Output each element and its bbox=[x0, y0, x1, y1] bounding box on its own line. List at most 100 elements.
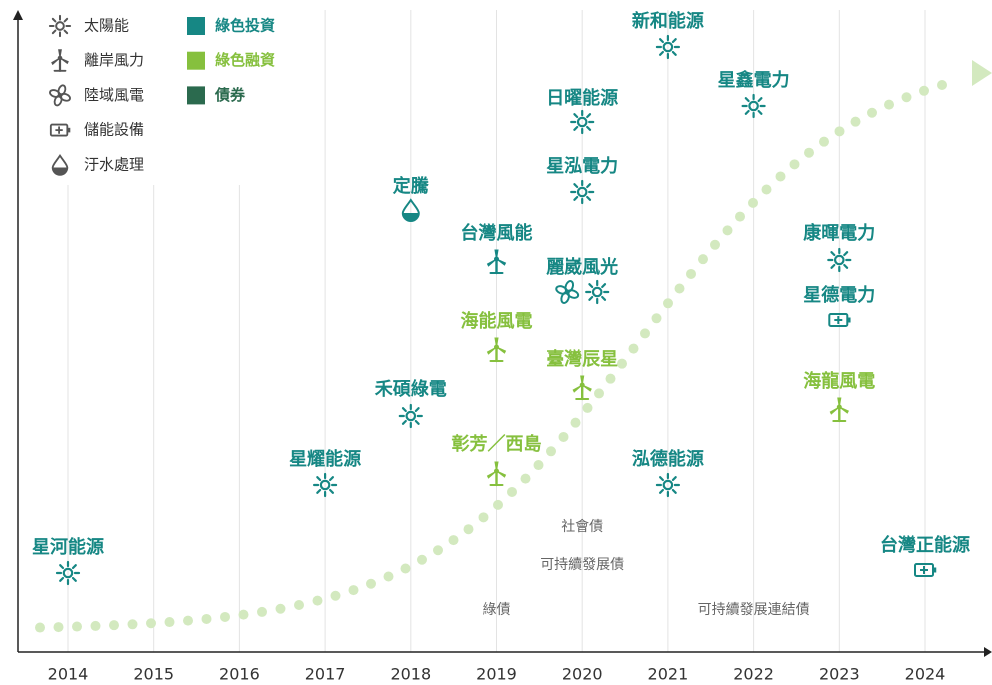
curve-dot bbox=[582, 402, 593, 413]
legend-label: 太陽能 bbox=[84, 17, 129, 35]
curve-dot bbox=[400, 563, 411, 574]
project-name: 定騰 bbox=[393, 175, 429, 197]
curve-dot bbox=[520, 473, 531, 484]
curve-dot bbox=[294, 599, 304, 610]
year-label: 2022 bbox=[733, 665, 774, 684]
curve-dot bbox=[850, 116, 861, 127]
curve-dot bbox=[710, 239, 720, 250]
curve-dot bbox=[546, 446, 556, 457]
curve-dot bbox=[628, 343, 639, 354]
project-name: 禾碩綠電 bbox=[375, 378, 447, 400]
curve-dot bbox=[383, 571, 394, 582]
curve-dot bbox=[90, 620, 101, 631]
curve-dot bbox=[53, 622, 64, 633]
project-name: 新和能源 bbox=[632, 10, 704, 32]
legend-label: 儲能設備 bbox=[84, 121, 144, 139]
project-name: 日曜能源 bbox=[546, 87, 618, 109]
curve-dot bbox=[674, 283, 685, 294]
curve-dot bbox=[698, 254, 708, 265]
curve-dot bbox=[663, 298, 673, 309]
year-label: 2024 bbox=[905, 665, 946, 684]
curve-dot bbox=[735, 211, 745, 222]
curve-dot bbox=[220, 611, 230, 622]
year-label: 2019 bbox=[476, 665, 517, 684]
icon-offshore bbox=[829, 396, 850, 423]
year-label: 2020 bbox=[562, 665, 603, 684]
legend-label: 陸域風電 bbox=[84, 86, 144, 104]
project-name: 星耀能源 bbox=[289, 448, 361, 470]
curve-dot bbox=[257, 606, 267, 617]
legend-label: 汙水處理 bbox=[84, 155, 144, 173]
curve-dot bbox=[605, 373, 616, 384]
curve-dot bbox=[834, 126, 845, 137]
project-name: 台灣風能 bbox=[461, 222, 533, 244]
project-name: 彰芳／西島 bbox=[452, 433, 542, 455]
project-name: 星泓電力 bbox=[546, 155, 618, 177]
year-label: 2023 bbox=[819, 665, 860, 684]
legend-background bbox=[20, 0, 310, 185]
year-label: 2017 bbox=[305, 665, 346, 684]
curve-dot bbox=[617, 358, 627, 369]
curve-dot bbox=[348, 585, 359, 596]
icon-offshore bbox=[486, 460, 507, 487]
curve-dot bbox=[761, 184, 772, 195]
bond-label: 可持續發展債 bbox=[540, 557, 624, 573]
project-name: 海龍風電 bbox=[803, 370, 875, 392]
curve-dot bbox=[651, 313, 662, 324]
curve-dot bbox=[201, 613, 212, 624]
legend-label: 離岸風力 bbox=[84, 51, 144, 69]
icon-offshore bbox=[572, 374, 593, 401]
curve-dot bbox=[463, 524, 474, 535]
curve-dot bbox=[775, 171, 786, 182]
y-axis-arrow bbox=[13, 10, 23, 20]
legend-label: 綠色投資 bbox=[215, 17, 275, 35]
curve-dot bbox=[146, 618, 156, 629]
curve-dot bbox=[937, 79, 947, 90]
curve-dot bbox=[594, 388, 604, 399]
icon-onshore bbox=[554, 278, 581, 306]
year-label: 2018 bbox=[390, 665, 431, 684]
legend-label: 債券 bbox=[214, 86, 246, 104]
year-label: 2016 bbox=[219, 665, 260, 684]
curve-dot bbox=[238, 609, 249, 620]
year-label: 2021 bbox=[648, 665, 689, 684]
curve-arrow bbox=[972, 60, 992, 86]
curve-dot bbox=[448, 535, 459, 546]
curve-dot bbox=[507, 486, 517, 497]
curve-dot bbox=[330, 590, 341, 601]
curve-dot bbox=[789, 159, 800, 170]
curve-dot bbox=[72, 621, 82, 632]
project-name: 星鑫電力 bbox=[718, 69, 790, 91]
curve-dot bbox=[417, 554, 427, 565]
project-name: 麗崴風光 bbox=[546, 256, 618, 278]
project-name: 星河能源 bbox=[32, 536, 104, 558]
icon-offshore bbox=[486, 336, 507, 363]
curve-dot bbox=[366, 578, 376, 589]
year-label: 2015 bbox=[133, 665, 174, 684]
icon-offshore bbox=[486, 248, 507, 275]
curve-dot bbox=[275, 603, 286, 614]
project-name: 臺灣辰星 bbox=[546, 348, 618, 370]
project-name: 台灣正能源 bbox=[880, 534, 970, 556]
curve-dot bbox=[127, 619, 138, 630]
bond-label: 社會債 bbox=[561, 519, 603, 535]
icon-solar bbox=[585, 279, 610, 305]
curve-dot bbox=[722, 225, 733, 236]
bond-label: 可持續發展連結債 bbox=[698, 602, 810, 618]
curve-dot bbox=[478, 512, 489, 523]
bond-label: 綠債 bbox=[483, 602, 511, 618]
year-label: 2014 bbox=[48, 665, 89, 684]
legend-label: 綠色融資 bbox=[215, 51, 275, 69]
x-axis-arrow bbox=[984, 647, 992, 657]
legend-swatch bbox=[187, 17, 205, 35]
curve-dot bbox=[748, 197, 758, 208]
project-name: 泓德能源 bbox=[632, 448, 704, 470]
curve-dot bbox=[183, 615, 193, 626]
legend-swatch bbox=[187, 51, 205, 70]
curve-dot bbox=[867, 107, 877, 118]
curve-dot bbox=[35, 622, 45, 633]
project-name: 康暉電力 bbox=[803, 222, 875, 244]
curve-dot bbox=[884, 99, 894, 110]
project-name: 海能風電 bbox=[461, 310, 533, 332]
